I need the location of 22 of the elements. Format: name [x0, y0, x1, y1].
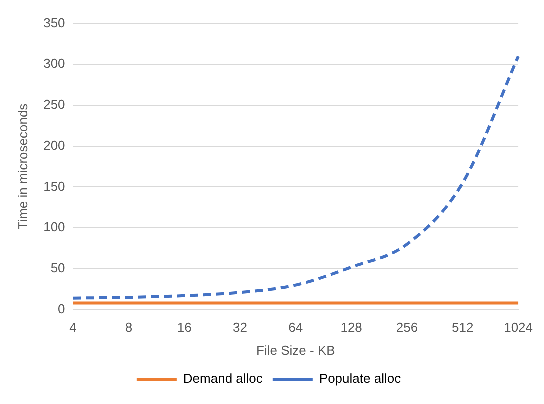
- y-tick-label: 200: [44, 138, 66, 153]
- legend-label: Demand alloc: [183, 371, 264, 386]
- line-series: [72, 54, 520, 300]
- x-tick-label: 32: [233, 320, 248, 336]
- x-tick-label: 16: [177, 320, 192, 336]
- y-tick-label: 0: [58, 301, 66, 316]
- x-tick-label: 128: [340, 320, 362, 336]
- y-tick-label: 50: [50, 260, 66, 276]
- x-tick-label: 4: [70, 320, 77, 336]
- x-tick-label: 8: [125, 320, 133, 336]
- y-tick-label: 150: [44, 178, 66, 194]
- legend-label: Populate alloc: [319, 371, 402, 386]
- x-axis-title: File Size - KB: [256, 342, 336, 358]
- x-tick-label: 512: [452, 320, 474, 336]
- y-tick-label: 100: [44, 220, 66, 235]
- y-tick-label: 350: [44, 15, 66, 30]
- y-axis-title: Time in microseconds: [15, 103, 30, 230]
- y-tick-label: 300: [44, 56, 66, 72]
- x-tick-label: 256: [396, 320, 418, 336]
- y-tick-label: 250: [44, 97, 66, 112]
- x-tick-label: 1024: [504, 320, 533, 336]
- x-tick-label: 64: [288, 320, 304, 336]
